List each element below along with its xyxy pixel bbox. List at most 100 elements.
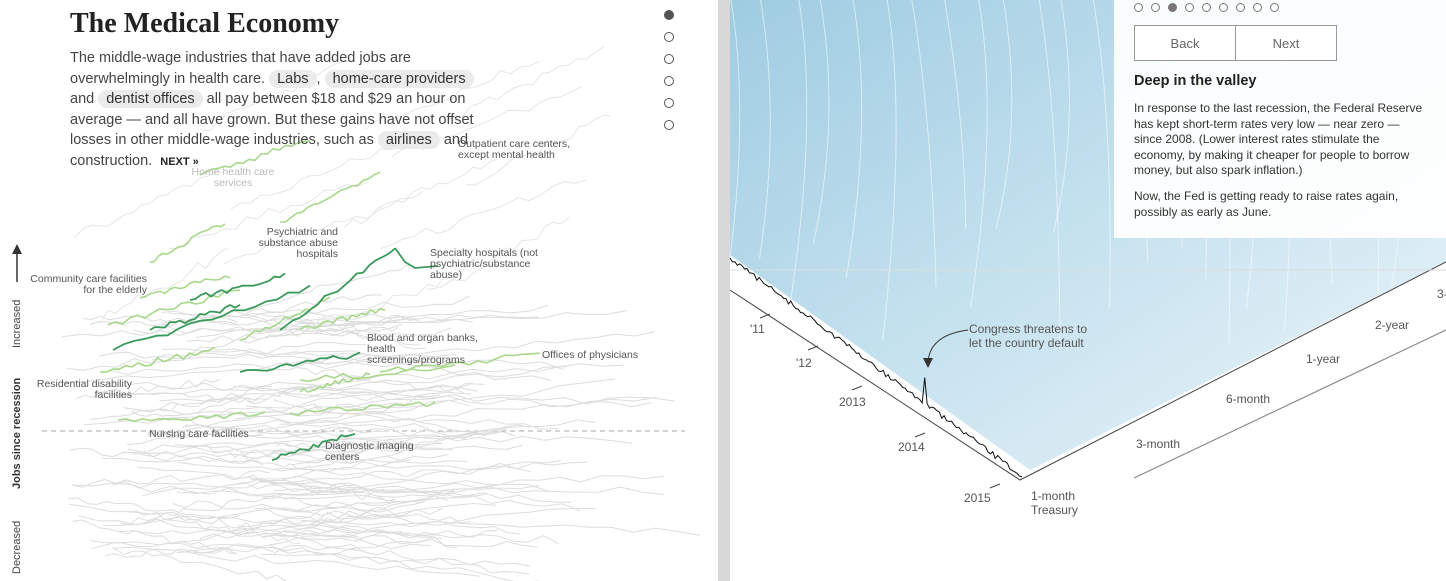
- back-button[interactable]: Back: [1134, 25, 1236, 61]
- highlight-series-line: [139, 275, 231, 299]
- background-series-line: [282, 524, 559, 545]
- background-series-line: [284, 392, 652, 408]
- background-series-line: [296, 367, 465, 394]
- background-series-line: [253, 507, 458, 549]
- step-dot-1[interactable]: [664, 10, 674, 20]
- background-series-line: [140, 447, 372, 458]
- background-series-line: [223, 191, 423, 265]
- year-label-2015: 2015: [964, 491, 991, 505]
- label-nursing: Nursing care facilities: [149, 428, 249, 440]
- background-series-line: [300, 538, 530, 575]
- background-series-line: [74, 171, 225, 238]
- story-buttons: Back Next: [1134, 25, 1337, 61]
- background-series-line: [263, 488, 456, 537]
- background-series-line: [83, 399, 471, 426]
- pill-home-care[interactable]: home-care providers: [324, 69, 474, 88]
- background-series-line: [181, 424, 453, 451]
- story-paragraph-2: Now, the Fed is getting ready to raise r…: [1134, 189, 1399, 219]
- background-series-line: [343, 158, 499, 228]
- background-series-line: [280, 378, 616, 425]
- highlight-series-line: [279, 171, 381, 223]
- background-series-line: [274, 529, 498, 539]
- label-physicians: Offices of physicians: [542, 349, 639, 361]
- background-series-line: [273, 486, 664, 495]
- story-dot-4[interactable]: [1185, 3, 1194, 12]
- background-series-line: [390, 85, 583, 158]
- surface-streak: [995, 0, 1013, 230]
- background-series-line: [159, 366, 568, 402]
- story-dot-6[interactable]: [1219, 3, 1228, 12]
- highlight-series-line: [149, 223, 226, 263]
- background-series-line: [257, 479, 571, 503]
- background-series-line: [308, 431, 496, 469]
- highlight-series-line: [299, 372, 371, 394]
- pill-dentist-offices[interactable]: dentist offices: [98, 90, 203, 108]
- story-dot-7[interactable]: [1236, 3, 1245, 12]
- step-dot-5[interactable]: [664, 98, 674, 108]
- background-series-line: [233, 481, 448, 501]
- highlight-series-line: [299, 307, 386, 331]
- term-label-1-year: 1-year: [1306, 352, 1341, 366]
- next-link[interactable]: NEXT »: [160, 155, 199, 168]
- surface-edge: [1133, 329, 1446, 479]
- focus-series-line: [112, 284, 311, 351]
- annotation-default: Congress threatens to let the country de…: [969, 322, 1088, 350]
- focus-series-line: [189, 272, 286, 301]
- background-series-line: [123, 407, 498, 433]
- story-heading: Deep in the valley: [1134, 73, 1257, 89]
- axis-frame: [730, 261, 1446, 481]
- background-series-line: [167, 519, 300, 544]
- pill-labs[interactable]: Labs: [269, 69, 317, 88]
- background-series-line: [273, 314, 414, 338]
- background-series-line: [72, 519, 236, 555]
- background-series-line: [102, 493, 486, 527]
- story-nav-dots: [1134, 3, 1279, 12]
- surface-streak: [759, 0, 771, 259]
- background-series-line: [68, 497, 241, 520]
- story-dot-1[interactable]: [1134, 3, 1143, 12]
- step-dot-2[interactable]: [664, 32, 674, 42]
- story-dot-8[interactable]: [1253, 3, 1262, 12]
- pill-airlines[interactable]: airlines: [377, 131, 440, 149]
- background-series-line: [284, 264, 500, 337]
- background-series-line: [118, 528, 361, 537]
- label-residential: Residential disability facilities: [36, 378, 132, 401]
- background-series-line: [282, 508, 521, 535]
- background-series-line: [120, 494, 283, 526]
- background-series-line: [92, 247, 229, 324]
- background-series-line: [229, 264, 410, 313]
- story-dot-5[interactable]: [1202, 3, 1211, 12]
- background-series-line: [162, 348, 565, 371]
- step-dot-6[interactable]: [664, 120, 674, 130]
- background-series-line: [192, 507, 597, 554]
- story-dot-2[interactable]: [1151, 3, 1160, 12]
- background-series-line: [245, 294, 382, 315]
- background-series-line: [379, 179, 587, 250]
- label-outpatient: Outpatient care centers, except mental h…: [458, 138, 571, 161]
- label-blood: Blood and organ banks, health screenings…: [367, 332, 478, 366]
- focus-series-line: [394, 247, 439, 269]
- step-dot-4[interactable]: [664, 76, 674, 86]
- background-series-line: [105, 546, 237, 558]
- panel-divider: [718, 0, 730, 581]
- background-series-line: [90, 540, 365, 556]
- next-button[interactable]: Next: [1236, 25, 1337, 61]
- surface-streak: [944, 0, 967, 230]
- axis-tick: [989, 483, 1001, 489]
- label-specialty: Specialty hospitals (not psychiatric/sub…: [430, 247, 538, 281]
- story-dot-3[interactable]: [1168, 3, 1177, 12]
- background-series-line: [250, 465, 532, 482]
- term-label-3-year: 3-: [1437, 287, 1446, 301]
- background-series-line: [95, 385, 479, 396]
- background-series-line: [111, 481, 356, 490]
- story-dot-9[interactable]: [1270, 3, 1279, 12]
- background-series-line: [137, 467, 385, 494]
- background-series-line: [98, 350, 369, 360]
- background-series-line: [241, 444, 523, 460]
- surface-streak: [1092, 0, 1111, 308]
- background-series-line: [275, 437, 397, 449]
- axis-tick: [914, 432, 926, 438]
- step-dot-3[interactable]: [664, 54, 674, 64]
- background-series-line: [131, 428, 508, 455]
- focus-series-line: [149, 303, 241, 331]
